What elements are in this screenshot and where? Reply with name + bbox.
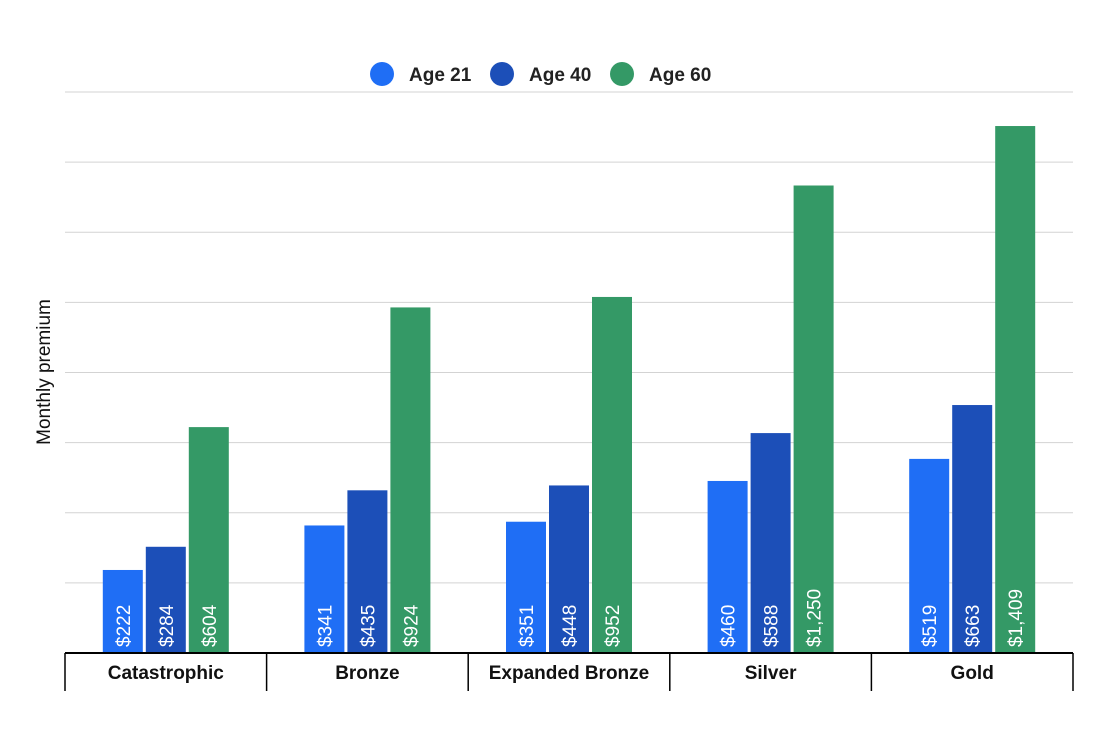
bar — [390, 307, 431, 653]
data-label: $448 — [560, 605, 581, 647]
category-label: Bronze — [335, 663, 399, 684]
data-label: $284 — [157, 604, 178, 647]
data-label: $1,250 — [805, 589, 826, 647]
data-label: $341 — [315, 605, 336, 647]
category-label: Gold — [951, 663, 994, 684]
bar — [909, 458, 950, 653]
legend: Age 21 Age 40 Age 60 — [370, 62, 711, 86]
category-label: Silver — [745, 663, 797, 684]
bar — [145, 546, 186, 653]
bar — [188, 427, 229, 653]
bar — [347, 490, 388, 653]
data-label: $351 — [517, 605, 538, 647]
data-label: $588 — [762, 605, 783, 647]
legend-label: Age 60 — [649, 65, 711, 86]
legend-label: Age 21 — [409, 65, 472, 86]
data-label: $519 — [920, 605, 941, 647]
bar — [952, 405, 993, 653]
bar — [793, 185, 834, 653]
legend-label: Age 40 — [529, 65, 591, 86]
data-label: $222 — [114, 605, 135, 647]
legend-swatch — [370, 62, 394, 86]
legend-swatch — [490, 62, 514, 86]
data-label: $460 — [719, 605, 740, 647]
category-label: Expanded Bronze — [489, 663, 649, 684]
bars: $222 $284 $604 $341 $435 $924 $351 $448 $952 $460… — [102, 126, 1036, 653]
y-axis-label: Monthly premium — [34, 299, 55, 445]
legend-swatch — [610, 62, 634, 86]
bar — [995, 126, 1036, 653]
bar — [592, 296, 632, 653]
bar — [707, 480, 748, 653]
bar — [750, 433, 791, 653]
gridlines — [65, 91, 1073, 584]
data-label: $1,409 — [1006, 589, 1027, 647]
data-label: $952 — [603, 605, 624, 647]
data-label: $663 — [963, 605, 984, 647]
category-label: Catastrophic — [108, 663, 225, 684]
data-label: $604 — [200, 604, 221, 647]
data-label: $435 — [358, 605, 379, 647]
bar — [304, 525, 345, 653]
data-label: $924 — [401, 604, 422, 647]
bar — [102, 569, 143, 653]
x-axis: Catastrophic Bronze Expanded Bronze Silver G… — [64, 652, 1074, 691]
bar — [549, 485, 589, 653]
bar — [506, 521, 546, 653]
